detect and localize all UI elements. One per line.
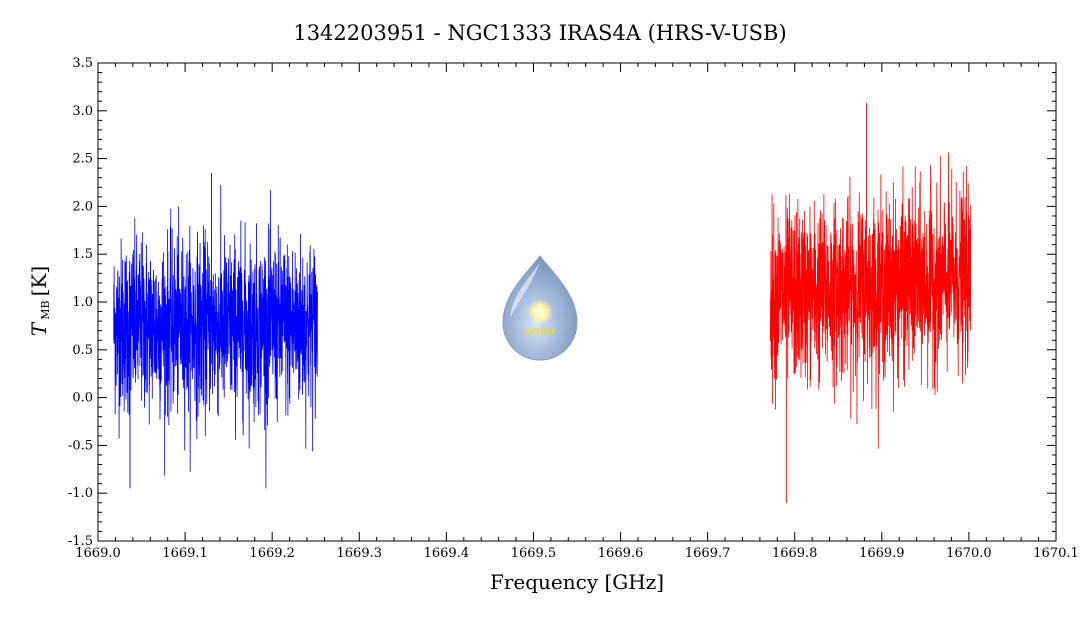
y-tick-label: 3.5 — [72, 56, 93, 71]
y-axis-label-sub: MB — [39, 300, 52, 319]
x-tick-label: 1669.5 — [511, 546, 557, 561]
svg-text:TMB[K]: T MB [K] — [27, 266, 52, 336]
y-tick-label: 1.0 — [72, 295, 93, 310]
y-tick-label: -1.0 — [68, 486, 93, 501]
x-tick-label: 1669.2 — [249, 546, 295, 561]
y-tick-label: 2.0 — [72, 199, 93, 214]
x-axis: 1669.0 1669.1 1669.2 1669.3 1669.4 1669.5 1669… — [75, 63, 1079, 561]
y-tick-label: 2.5 — [72, 152, 93, 167]
y-axis: -1.5 -1.0 -0.5 0.0 0.5 1.0 1.5 2.0 2.5 3.0 3.5 — [68, 56, 1056, 549]
series-line-2 — [769, 152, 972, 449]
chart-title: 1342203951 - NGC1333 IRAS4A (HRS-V-USB) — [293, 21, 786, 45]
y-tick-label: -1.5 — [68, 534, 93, 549]
x-tick-label: 1670.1 — [1033, 546, 1079, 561]
x-tick-label: 1669.8 — [772, 546, 818, 561]
x-tick-label: 1669.1 — [162, 546, 208, 561]
y-tick-label: 1.5 — [72, 247, 93, 262]
y-axis-label-unit: [K] — [27, 266, 51, 297]
x-tick-label: 1670.0 — [946, 546, 992, 561]
x-tick-label: 1669.4 — [424, 546, 470, 561]
x-tick-label: 1669.3 — [337, 546, 383, 561]
y-axis-label: T MB [K] — [27, 266, 52, 336]
y-tick-label: -0.5 — [68, 438, 93, 453]
series-line-1 — [113, 185, 318, 489]
x-tick-label: 1669.9 — [859, 546, 905, 561]
logo-text: WISH — [525, 327, 556, 338]
series-layer — [113, 103, 972, 503]
y-tick-label: 0.5 — [72, 343, 93, 358]
y-axis-label-main: T — [27, 321, 51, 336]
x-axis-label: Frequency [GHz] — [490, 570, 664, 594]
y-tick-label: 3.0 — [72, 104, 93, 119]
x-tick-label: 1669.6 — [598, 546, 644, 561]
y-tick-label: 0.0 — [72, 391, 93, 406]
x-tick-label: 1669.7 — [685, 546, 731, 561]
x-tick-label: 1669.0 — [75, 546, 121, 561]
wish-drop-logo: WISH — [502, 255, 578, 361]
